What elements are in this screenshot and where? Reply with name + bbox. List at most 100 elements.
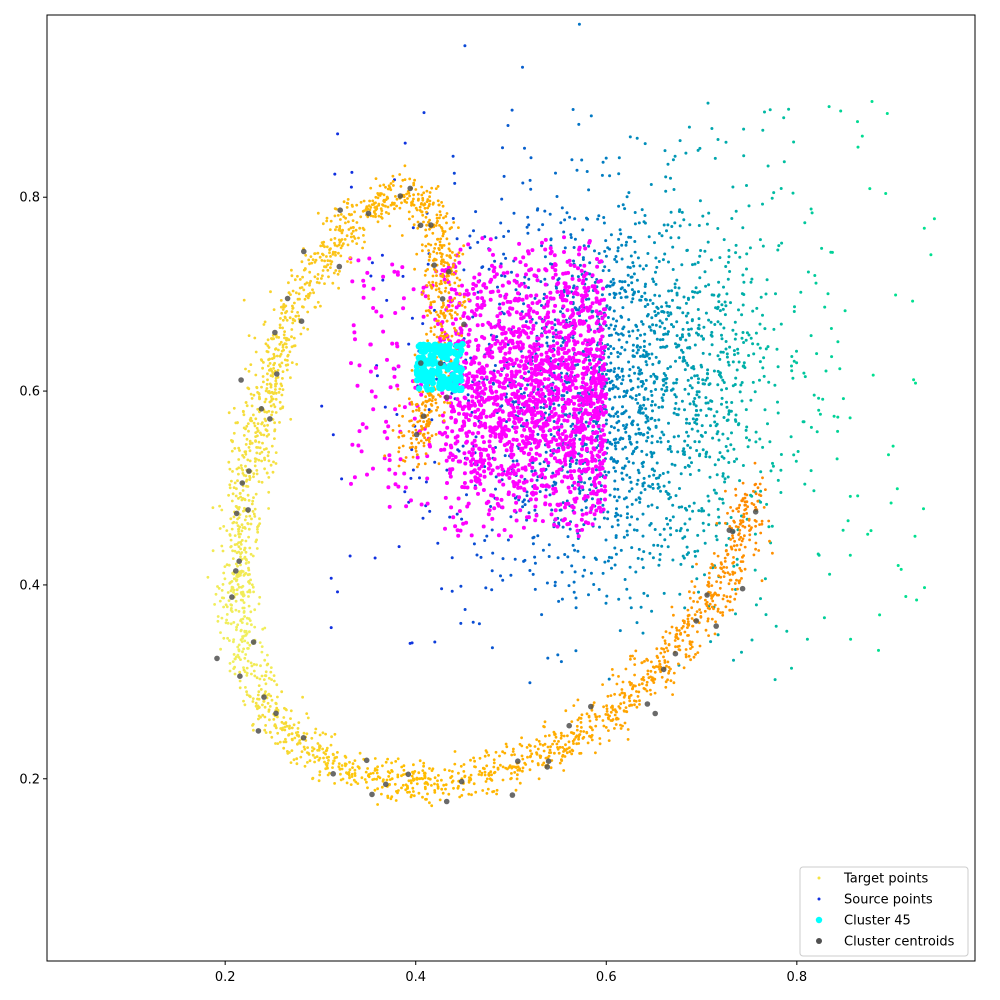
source-point [737, 352, 740, 355]
magenta-point [561, 294, 565, 298]
magenta-point [490, 350, 494, 354]
source-point [727, 261, 730, 264]
source-point [613, 296, 616, 299]
target-point [447, 338, 450, 341]
source-point [440, 587, 443, 590]
source-point [548, 555, 551, 558]
source-point [727, 461, 730, 464]
source-point [766, 422, 769, 425]
source-point [613, 367, 616, 370]
target-point [628, 697, 631, 700]
magenta-point [548, 418, 552, 422]
source-point [698, 276, 701, 279]
magenta-point [456, 528, 460, 532]
source-point [634, 251, 637, 254]
source-point [684, 152, 687, 155]
source-point [659, 437, 662, 440]
target-point [344, 222, 347, 225]
source-point [625, 426, 628, 429]
magenta-point [598, 472, 602, 476]
source-point [702, 382, 705, 385]
target-point [462, 244, 465, 247]
source-point [696, 390, 699, 393]
source-point [713, 415, 716, 418]
magenta-point [480, 424, 484, 428]
magenta-point [490, 355, 494, 359]
source-point [667, 163, 670, 166]
source-point [472, 229, 475, 232]
target-point [432, 275, 435, 278]
source-point [743, 366, 746, 369]
magenta-point [556, 281, 560, 285]
magenta-point [527, 441, 531, 445]
source-point [658, 260, 661, 263]
source-point [606, 447, 609, 450]
magenta-point [550, 250, 554, 254]
source-point [673, 393, 676, 396]
magenta-point [560, 347, 564, 351]
target-point [278, 391, 281, 394]
magenta-point [412, 287, 416, 291]
magenta-point [568, 490, 572, 494]
source-point [742, 304, 745, 307]
source-point [663, 528, 666, 531]
source-point [548, 543, 551, 546]
target-point [253, 422, 256, 425]
magenta-point [464, 352, 468, 356]
magenta-point [449, 445, 453, 449]
source-point [638, 471, 641, 474]
source-point [754, 440, 757, 443]
magenta-point [386, 485, 390, 489]
source-point [709, 640, 712, 643]
source-point [691, 565, 694, 568]
source-point [735, 458, 738, 461]
source-point [515, 459, 518, 462]
source-point [489, 505, 492, 508]
target-point [771, 552, 774, 555]
target-point [330, 735, 333, 738]
source-point [812, 489, 815, 492]
source-point [911, 300, 914, 303]
target-point [726, 600, 729, 603]
source-point [409, 642, 412, 645]
target-point [684, 631, 687, 634]
magenta-point [490, 377, 494, 381]
source-point [724, 265, 727, 268]
source-point [643, 355, 646, 358]
source-point [628, 374, 631, 377]
target-point [265, 731, 268, 734]
source-point [616, 460, 619, 463]
magenta-point [576, 340, 580, 344]
target-point [690, 643, 693, 646]
magenta-point [567, 349, 571, 353]
magenta-point [595, 347, 599, 351]
source-point [892, 445, 895, 448]
source-point [810, 469, 813, 472]
source-point [771, 525, 774, 528]
target-point [311, 777, 314, 780]
target-point [421, 391, 424, 394]
source-point [698, 290, 701, 293]
source-point [448, 516, 451, 519]
source-point [671, 463, 674, 466]
source-point [605, 373, 608, 376]
source-point [884, 192, 887, 195]
magenta-point [477, 467, 481, 471]
source-point [699, 249, 702, 252]
source-point [462, 268, 465, 271]
magenta-point [539, 353, 543, 357]
source-point [649, 417, 652, 420]
source-point [660, 310, 663, 313]
target-point [239, 658, 242, 661]
magenta-point [560, 414, 564, 418]
magenta-point [522, 422, 526, 426]
source-point [598, 526, 601, 529]
magenta-point [543, 501, 547, 505]
source-point [914, 535, 917, 538]
target-point [446, 254, 449, 257]
target-point [461, 304, 464, 307]
magenta-point [473, 382, 477, 386]
source-point [613, 292, 616, 295]
magenta-point [531, 327, 535, 331]
source-point [607, 347, 610, 350]
